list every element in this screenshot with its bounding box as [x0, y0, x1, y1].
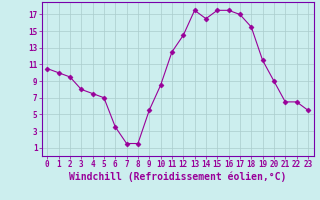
X-axis label: Windchill (Refroidissement éolien,°C): Windchill (Refroidissement éolien,°C) — [69, 172, 286, 182]
